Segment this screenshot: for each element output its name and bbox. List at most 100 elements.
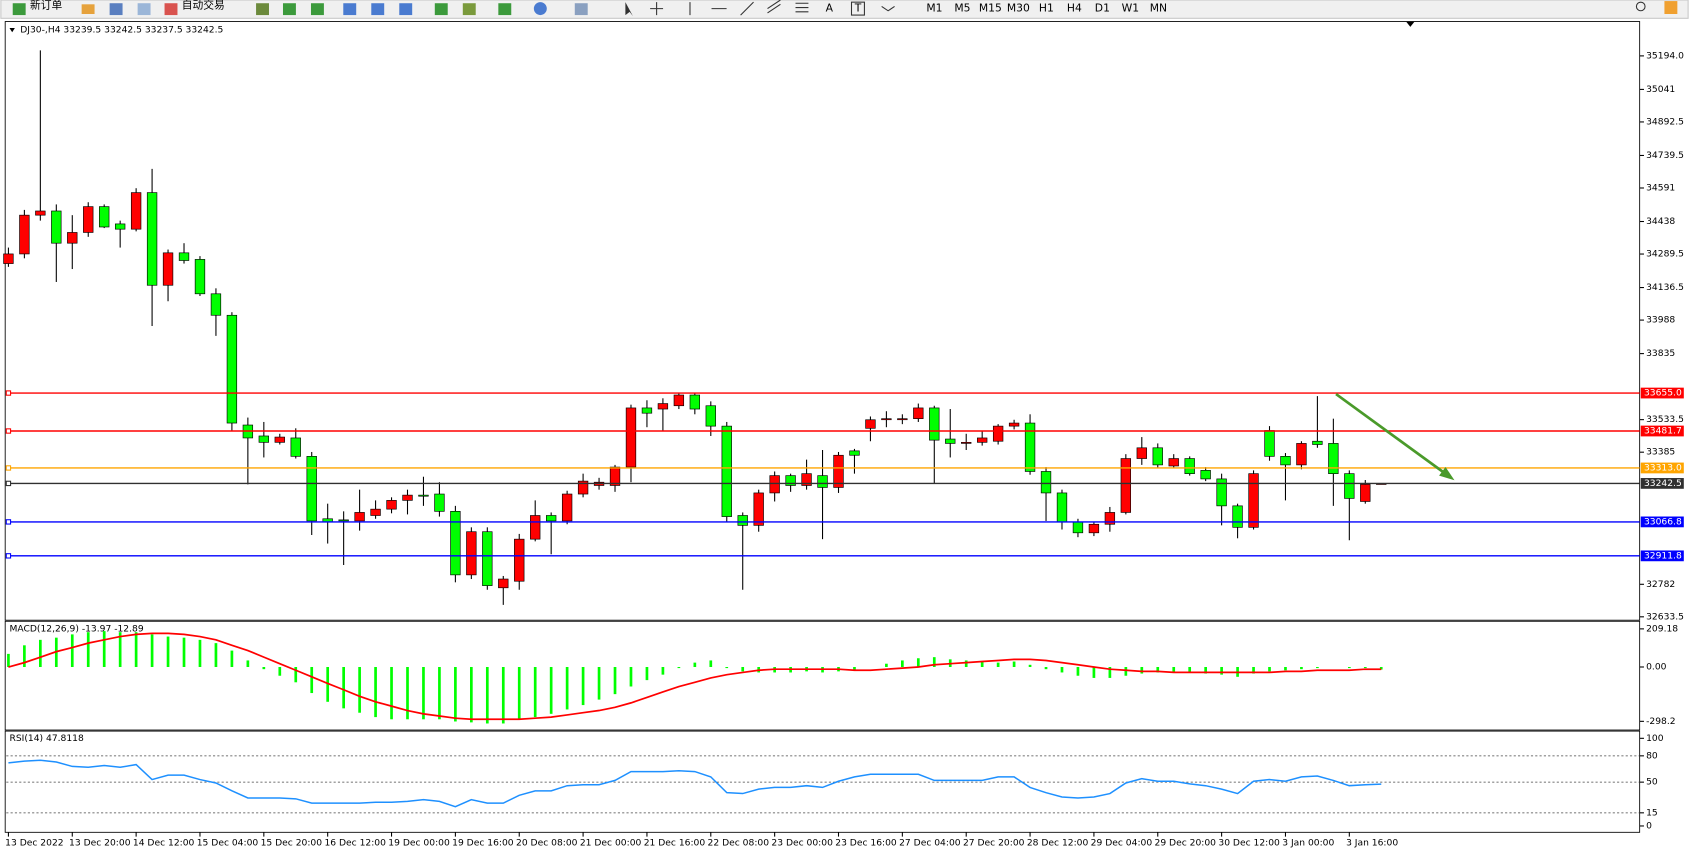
candle-body (99, 206, 110, 228)
icon-new-order[interactable] (12, 3, 26, 16)
x-tick-label: 29 Dec 04:00 (1091, 839, 1153, 849)
candle-body (865, 419, 876, 429)
pane-title: DJ30-,H4 33239.5 33242.5 33237.5 33242.5 (20, 26, 223, 36)
candle-body (785, 475, 796, 486)
icon-zoom-out[interactable] (371, 3, 385, 16)
candle-body (146, 192, 158, 286)
icon-search[interactable] (1635, 1, 1646, 12)
candle-body (881, 418, 892, 421)
icon-menu[interactable] (1664, 1, 1678, 14)
icon[interactable] (256, 3, 269, 16)
icon-channel[interactable] (767, 0, 781, 14)
candle-body (258, 435, 269, 443)
icon[interactable] (282, 3, 296, 16)
candle-body (83, 206, 94, 233)
candle-body (19, 214, 30, 255)
level-label: 33481.7 (1644, 427, 1682, 437)
candle-body (689, 394, 701, 410)
title-marker (9, 27, 15, 33)
y-tick-label: 100 (1646, 734, 1664, 744)
candle-body (945, 438, 956, 444)
candle-body (609, 466, 621, 486)
timeframe-button[interactable]: M1 (926, 2, 942, 15)
text-tool[interactable]: A (826, 2, 834, 15)
pane-title: MACD(12,26,9) -13.97 -12.89 (9, 624, 143, 634)
icon-indicators[interactable] (498, 3, 512, 16)
y-tick-label: 32782 (1646, 580, 1675, 590)
candle-body (1184, 458, 1195, 474)
x-tick-label: 19 Dec 16:00 (452, 839, 514, 849)
x-tick-label: 15 Dec 04:00 (197, 839, 259, 849)
icon-templates[interactable] (574, 3, 588, 16)
timeframe-button[interactable]: D1 (1095, 2, 1110, 15)
icon-zoom-in[interactable] (343, 3, 357, 16)
icon-auto-trading[interactable] (164, 3, 178, 16)
icon-periods[interactable] (533, 2, 547, 16)
new-order-button[interactable]: 新订单 (30, 0, 63, 11)
level-label-bg (1640, 550, 1684, 562)
label-tool-frame[interactable] (850, 1, 865, 16)
candle-body (1104, 512, 1116, 525)
candle-body (418, 494, 429, 497)
x-tick-label: 14 Dec 12:00 (133, 839, 195, 849)
level-label: 33313.0 (1644, 463, 1682, 473)
candle-body (194, 259, 206, 295)
level-handle (5, 480, 12, 487)
price-pane-frame (4, 21, 1641, 621)
y-tick-label: 34892.5 (1646, 117, 1684, 127)
candle-body (1056, 492, 1068, 523)
pane-title: RSI(14) 47.8118 (9, 734, 84, 744)
candle-body (1312, 440, 1323, 445)
timeframe-button[interactable]: H4 (1067, 2, 1082, 15)
level-label-bg (1640, 462, 1684, 474)
timeframe-button[interactable]: W1 (1122, 2, 1139, 15)
y-tick-label: 33835 (1646, 349, 1675, 359)
y-tick-label: 34289.5 (1646, 250, 1684, 260)
icon[interactable] (109, 3, 123, 16)
candle-body (306, 456, 317, 522)
candle-body (1200, 470, 1211, 480)
candle-body (1040, 471, 1052, 494)
label-tool[interactable]: T (854, 2, 862, 15)
icon-lines[interactable] (689, 1, 754, 16)
plots: DJ30-,H4 33239.5 33242.5 33237.5 33242.5… (3, 26, 1684, 849)
candle-body (641, 407, 653, 414)
candle-body (67, 232, 78, 244)
timeframe-button[interactable]: MN (1150, 2, 1167, 15)
x-tick-label: 21 Dec 16:00 (644, 839, 706, 849)
y-tick-label: 34739.5 (1646, 151, 1684, 161)
candle-body (162, 252, 174, 286)
x-tick-label: 27 Dec 04:00 (899, 839, 961, 849)
candle-body (961, 442, 972, 444)
x-tick-label: 23 Dec 00:00 (771, 839, 833, 849)
candle-body (274, 436, 285, 443)
icon[interactable] (310, 3, 324, 16)
candle-body (498, 578, 509, 589)
timeframe-button[interactable]: M5 (954, 2, 970, 15)
candle-body (721, 425, 732, 517)
timeframe-button[interactable]: M15 (979, 2, 1002, 15)
icon-fibo[interactable] (795, 2, 809, 13)
candle-body (577, 480, 589, 495)
candle-body (1152, 447, 1163, 466)
candle-body (705, 405, 716, 427)
candle-body (370, 508, 381, 516)
icon[interactable] (462, 3, 476, 16)
timeframe-button[interactable]: M30 (1007, 2, 1030, 15)
candle-body (338, 519, 349, 522)
icon[interactable] (81, 4, 95, 14)
icon-arrows[interactable] (881, 6, 895, 12)
candle-body (51, 210, 62, 244)
candle-body (929, 407, 940, 441)
icon[interactable] (434, 3, 448, 16)
icon-crosshair[interactable] (650, 2, 664, 16)
icon[interactable] (137, 3, 151, 16)
candle-body (737, 515, 748, 526)
candle-body (1120, 458, 1132, 513)
auto-trading-button[interactable]: 自动交易 (182, 0, 225, 11)
trend-arrow-head (1439, 466, 1455, 481)
level-handle (5, 553, 12, 559)
timeframe-button[interactable]: H1 (1039, 2, 1054, 15)
icon-tile[interactable] (399, 3, 413, 16)
y-tick-label: 35194.0 (1646, 51, 1684, 61)
